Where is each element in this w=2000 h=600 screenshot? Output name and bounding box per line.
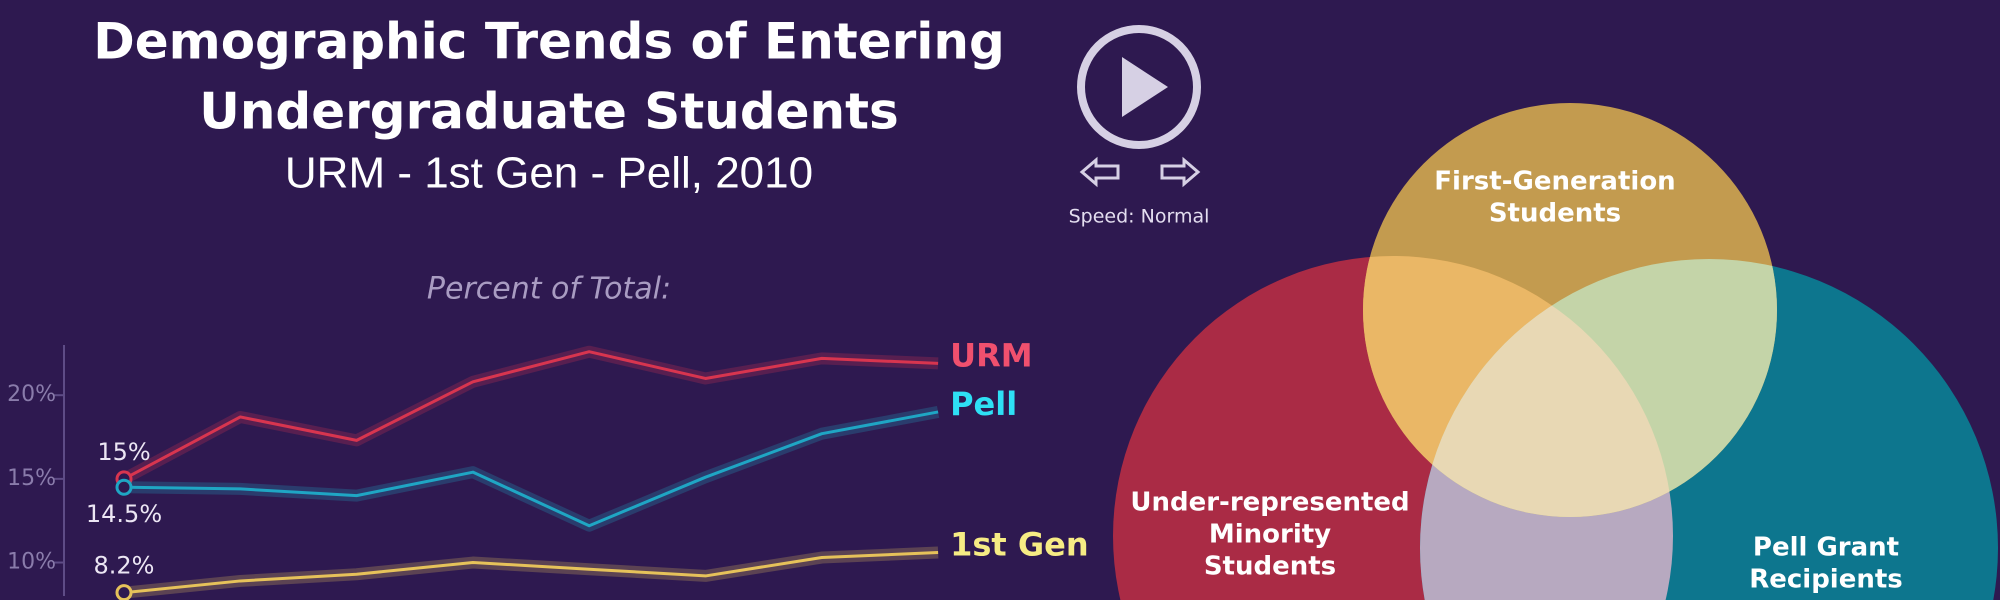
- line: [123, 410, 939, 528]
- line: [123, 350, 939, 481]
- value-label: 15%: [97, 438, 150, 466]
- value-label: 14.5%: [86, 500, 162, 528]
- series-label: 1st Gen: [950, 525, 1089, 563]
- play-button[interactable]: [1077, 25, 1201, 149]
- speed-control[interactable]: Speed: Normal: [1069, 206, 1210, 228]
- step-back-button[interactable]: [1079, 156, 1120, 188]
- series-label: URM: [950, 336, 1032, 374]
- venn-label: Recipients: [1749, 565, 1903, 595]
- subtitle: URM - 1st Gen - Pell, 2010: [285, 149, 813, 198]
- line: [123, 550, 939, 595]
- series-label: Pell: [950, 385, 1017, 423]
- venn-label: Under-represented: [1130, 488, 1409, 518]
- venn-label: Students: [1204, 552, 1336, 582]
- point-marker: [115, 584, 133, 600]
- title-line: Demographic Trends of Entering: [93, 13, 1005, 71]
- y-tick-label: 20%: [7, 382, 56, 407]
- venn-label: First-Generation: [1434, 167, 1675, 197]
- title-line: Undergraduate Students: [199, 83, 899, 141]
- venn-label: Minority: [1209, 520, 1331, 550]
- venn-diagram: [1113, 103, 1998, 600]
- play-ring: [1077, 25, 1201, 149]
- venn-label: Students: [1489, 199, 1621, 229]
- venn-labels: First-GenerationStudentsUnder-represente…: [1130, 167, 1902, 595]
- line-chart: 10% 15% 20% 15% URM 14.5% Pell 8.2% 1st Gen: [7, 336, 1089, 600]
- step-forward-button[interactable]: [1160, 156, 1201, 188]
- point-marker: [115, 478, 133, 496]
- y-tick-label: 15%: [7, 466, 56, 491]
- y-tick-label: 10%: [7, 550, 56, 575]
- play-icon: [1122, 57, 1168, 117]
- chart-title: Percent of Total:: [427, 272, 671, 307]
- venn-label: Pell Grant: [1753, 533, 1899, 563]
- value-label: 8.2%: [94, 552, 155, 580]
